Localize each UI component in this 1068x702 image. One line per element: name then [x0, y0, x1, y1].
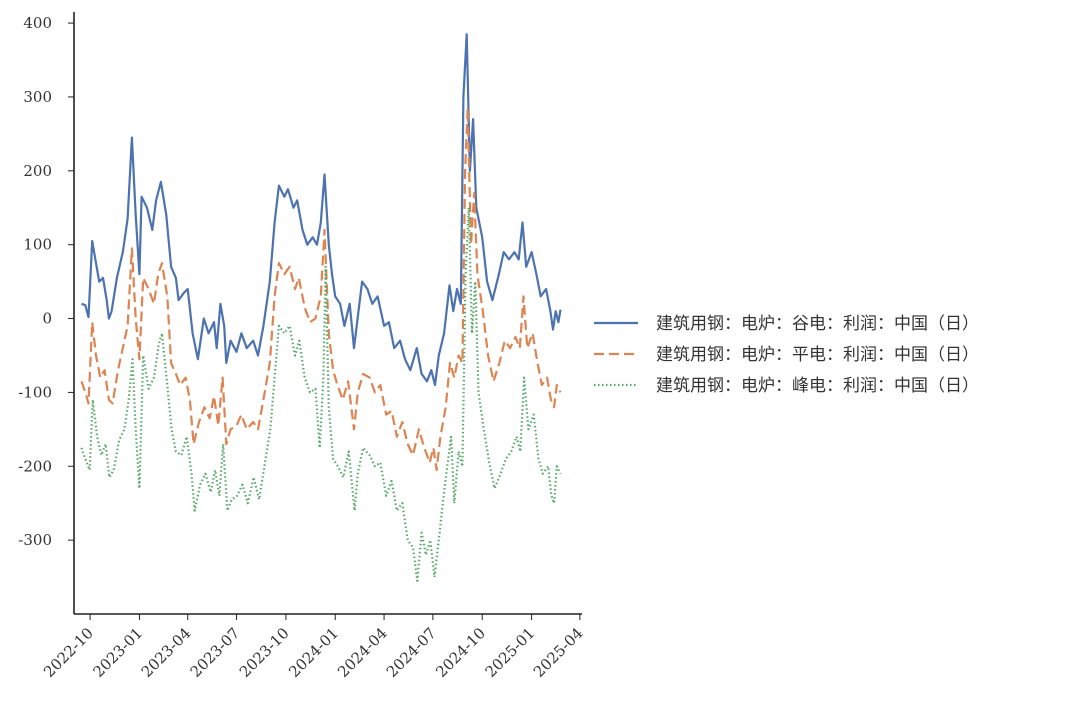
x-tick-label: 2025-04 — [530, 624, 587, 681]
x-tick-label: 2024-07 — [383, 624, 440, 681]
legend-label-2: 建筑用钢：电炉：平电：利润：中国（日） — [656, 345, 979, 365]
y-tick-label: -300 — [18, 531, 52, 549]
y-tick-label: 400 — [23, 14, 52, 32]
y-tick-label: -100 — [18, 383, 52, 401]
series-layer — [80, 33, 562, 582]
y-tick-label: 200 — [23, 162, 52, 180]
y-tick-label: -200 — [18, 457, 52, 475]
series-line-2 — [80, 106, 562, 472]
y-tick-label: 300 — [23, 88, 52, 106]
legend-label-3: 建筑用钢：电炉：峰电：利润：中国（日） — [656, 376, 979, 396]
x-tick-label: 2024-04 — [334, 624, 391, 681]
series-line-1 — [81, 33, 562, 387]
x-tick-label: 2023-01 — [89, 624, 146, 681]
axes — [73, 12, 582, 615]
x-tick-label: 2022-10 — [40, 624, 97, 681]
x-tick-label: 2024-01 — [285, 624, 342, 681]
y-tick-label: 0 — [42, 310, 52, 328]
x-tick-label: 2025-01 — [482, 624, 539, 681]
x-tick-label: 2023-07 — [187, 624, 244, 681]
legend: 建筑用钢：电炉：谷电：利润：中国（日） 建筑用钢：电炉：平电：利润：中国（日） 建筑… — [594, 314, 979, 396]
x-tick-label: 2024-10 — [432, 624, 489, 681]
series-line-3 — [80, 206, 562, 582]
x-tick-labels: 2022-102023-012023-042023-072023-102024-… — [40, 614, 587, 681]
x-tick-label: 2023-04 — [138, 624, 195, 681]
y-tick-label: 100 — [23, 236, 52, 254]
y-tick-labels: 400 300 200 100 0 -100 -200 -300 — [18, 14, 74, 549]
legend-label-1: 建筑用钢：电炉：谷电：利润：中国（日） — [656, 314, 979, 334]
x-tick-label: 2023-10 — [236, 624, 293, 681]
